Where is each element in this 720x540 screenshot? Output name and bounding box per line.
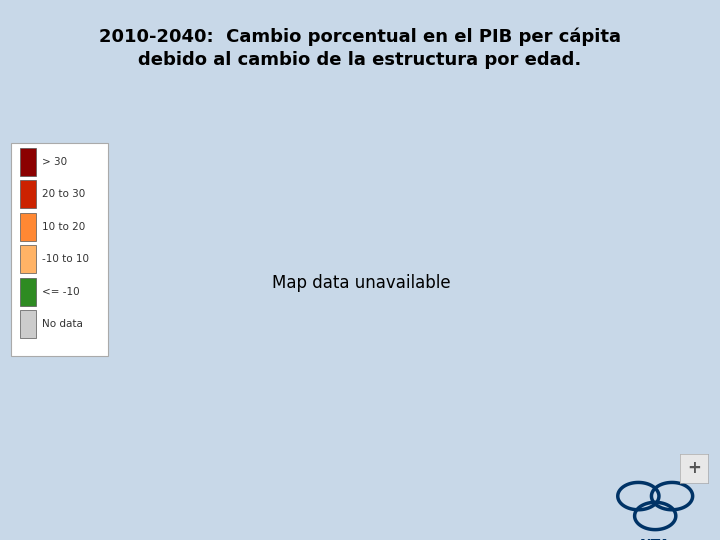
Text: <= -10: <= -10 — [42, 287, 79, 296]
Text: 20 to 30: 20 to 30 — [42, 190, 85, 199]
Text: NTA: NTA — [640, 538, 670, 540]
Text: -10 to 10: -10 to 10 — [42, 254, 89, 264]
Text: 10 to 20: 10 to 20 — [42, 222, 85, 232]
Text: 2010-2040:  Cambio porcentual en el PIB per cápita
debido al cambio de la estruc: 2010-2040: Cambio porcentual en el PIB p… — [99, 27, 621, 69]
Text: No data: No data — [42, 319, 83, 329]
Text: Map data unavailable: Map data unavailable — [272, 274, 451, 293]
Text: +: + — [687, 460, 701, 477]
Text: > 30: > 30 — [42, 157, 67, 167]
